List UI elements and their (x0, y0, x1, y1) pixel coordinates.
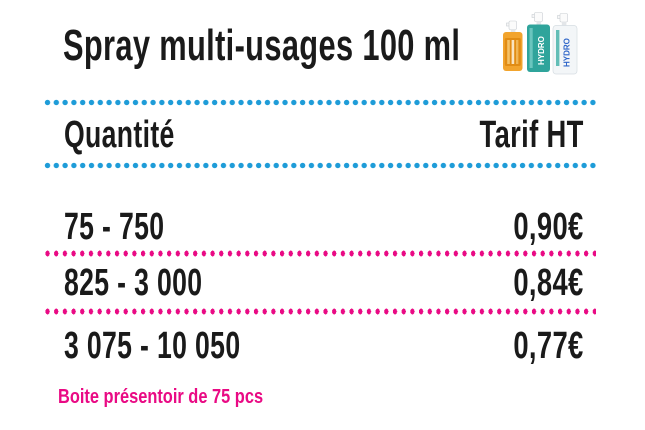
quantity-cell: 3 075 - 10 050 (64, 324, 241, 367)
divider-pink-1 (44, 250, 596, 257)
price-cell: 0,90€ (513, 205, 584, 248)
page-title-text: Spray multi-usages 100 ml (63, 21, 461, 70)
table-row: 3 075 - 10 050 0,77€ (64, 324, 584, 367)
column-header-price: Tarif HT (479, 113, 584, 156)
teal-bottle-label: HYDRO (537, 36, 546, 65)
footer-note-text: Boite présentoir de 75 pcs (58, 386, 264, 408)
table-header-row: Quantité Tarif HT (64, 113, 584, 156)
price-cell: 0,77€ (513, 324, 584, 367)
divider-blue-bottom (44, 162, 596, 169)
product-bottles-image: HYDRO HYDRO (503, 12, 578, 75)
white-bottle-label: HYDRO (563, 38, 572, 67)
teal-spray-bottle: HYDRO (527, 12, 550, 72)
page-title: Spray multi-usages 100 ml (63, 22, 631, 70)
price-cell: 0,84€ (513, 261, 584, 304)
quantity-cell: 825 - 3 000 (64, 261, 203, 304)
orange-spray-bottle (503, 20, 523, 71)
quantity-cell: 75 - 750 (64, 205, 165, 248)
white-spray-bottle: HYDRO (552, 13, 578, 75)
divider-blue-top (44, 99, 596, 106)
column-header-quantity: Quantité (64, 113, 175, 156)
table-row: 825 - 3 000 0,84€ (64, 261, 584, 304)
divider-pink-2 (44, 308, 596, 315)
footer-note: Boite présentoir de 75 pcs (58, 385, 308, 409)
table-row: 75 - 750 0,90€ (64, 205, 584, 248)
